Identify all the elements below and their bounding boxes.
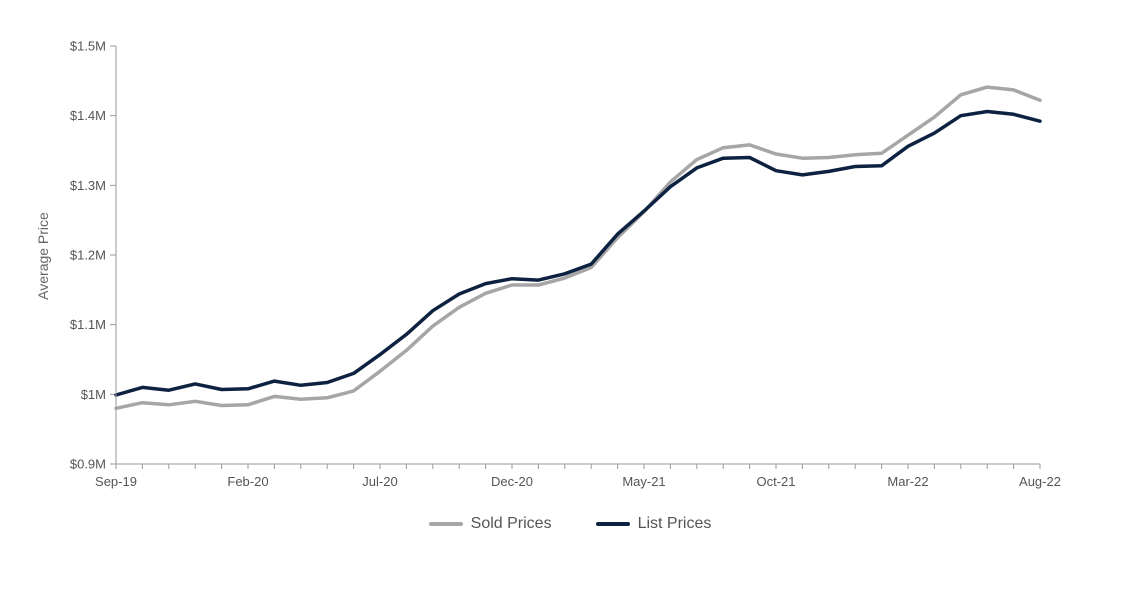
x-tick-label: Dec-20 [491,474,533,489]
series-lines [114,85,1042,411]
y-axis-title: Average Price [35,212,51,300]
legend-label-list: List Prices [637,515,712,532]
legend-swatch-list [595,522,630,526]
x-axis-ticks: Sep-19 Feb-20 Jul-20 Dec-20 May-21 Oct-21 Mar-… [95,464,1061,489]
legend-item-list[interactable]: List Prices [595,515,712,533]
x-tick-label: Jul-20 [362,474,397,489]
y-tick-label: $1.2M [70,248,106,263]
chart-legend: Sold Prices List Prices [0,512,1140,536]
y-tick-label: $1.5M [70,39,106,54]
x-tick-label: Oct-21 [756,474,795,489]
y-axis-ticks: $0.9M $1M $1.1M $1.2M $1.3M $1.4M $1.5M [70,39,116,472]
y-tick-label: $1M [81,387,106,402]
x-tick-label: Sep-19 [95,474,137,489]
x-tick-label: Mar-22 [887,474,928,489]
x-tick-label: Aug-22 [1019,474,1061,489]
x-tick-label: May-21 [622,474,665,489]
y-tick-label: $1.1M [70,317,106,332]
legend-label-sold: Sold Prices [470,515,552,532]
series-line-sold-prices [114,85,1042,411]
legend-swatch-sold [428,522,463,526]
y-tick-label: $1.4M [70,108,106,123]
legend-item-sold[interactable]: Sold Prices [428,515,552,533]
x-tick-label: Feb-20 [227,474,268,489]
y-tick-label: $0.9M [70,457,106,472]
series-line-list-prices [114,109,1042,397]
y-tick-label: $1.3M [70,178,106,193]
